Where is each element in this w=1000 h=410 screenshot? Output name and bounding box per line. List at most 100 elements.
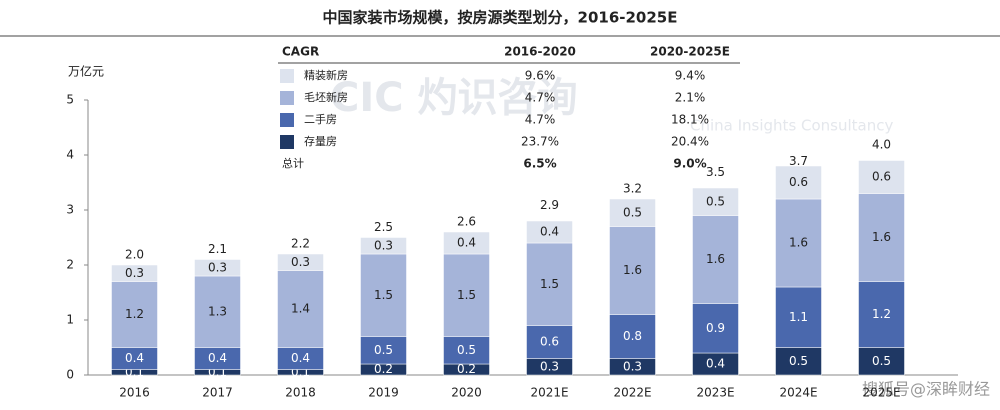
segment-label: 0.5 bbox=[872, 354, 891, 368]
bar-segment bbox=[360, 237, 407, 255]
bar-segment bbox=[775, 165, 822, 200]
total-label: 2.9 bbox=[540, 198, 559, 212]
bar-segment bbox=[609, 198, 656, 227]
bar-segment bbox=[360, 253, 407, 337]
table-cell: 4.7% bbox=[525, 113, 556, 127]
segment-label: 0.3 bbox=[125, 266, 144, 280]
segment-label: 0.3 bbox=[208, 260, 227, 274]
table-total: 9.0% bbox=[673, 157, 706, 171]
segment-label: 0.4 bbox=[291, 351, 310, 365]
legend-label: 毛坯新房 bbox=[304, 90, 348, 104]
segment-label: 1.5 bbox=[540, 277, 559, 291]
bar-segment bbox=[775, 198, 822, 288]
segment-label: 0.6 bbox=[540, 335, 559, 349]
segment-label: 0.4 bbox=[125, 351, 144, 365]
segment-label: 0.5 bbox=[374, 343, 393, 357]
bar-segment bbox=[692, 303, 739, 354]
legend-label: 精装新房 bbox=[304, 68, 348, 82]
segment-label: 1.6 bbox=[789, 236, 808, 250]
segment-label: 0.5 bbox=[706, 194, 725, 208]
x-tick-label: 2020 bbox=[451, 386, 482, 400]
bar-segment bbox=[858, 347, 905, 376]
segment-label: 0.5 bbox=[789, 354, 808, 368]
x-tick-label: 2018 bbox=[285, 386, 316, 400]
bar-segment bbox=[609, 314, 656, 359]
segment-label: 0.4 bbox=[457, 236, 476, 250]
legend-swatch bbox=[280, 91, 294, 105]
total-label: 3.5 bbox=[706, 165, 725, 179]
total-label: 4.0 bbox=[872, 138, 891, 152]
table-header: 2016-2020 bbox=[504, 45, 576, 59]
segment-label: 0.9 bbox=[706, 321, 725, 335]
table-header: CAGR bbox=[282, 45, 319, 59]
x-tick-label: 2019 bbox=[368, 386, 399, 400]
x-tick-label: 2024E bbox=[779, 386, 817, 400]
table-cell: 9.4% bbox=[675, 69, 706, 83]
legend-swatch bbox=[280, 135, 294, 149]
watermark: CIC 灼识咨询 bbox=[330, 75, 578, 121]
segment-label: 0.3 bbox=[374, 238, 393, 252]
table-cell: 4.7% bbox=[525, 91, 556, 105]
segment-label: 1.5 bbox=[374, 288, 393, 302]
bar-segment bbox=[443, 253, 490, 337]
segment-label: 1.6 bbox=[872, 230, 891, 244]
segment-label: 1.6 bbox=[706, 252, 725, 266]
segment-label: 1.2 bbox=[125, 307, 144, 321]
segment-label: 0.5 bbox=[457, 343, 476, 357]
bar-segment bbox=[858, 281, 905, 348]
total-label: 2.5 bbox=[374, 220, 393, 234]
segment-label: 0.2 bbox=[457, 362, 476, 376]
bar-segment bbox=[277, 253, 324, 271]
table-cell: 18.1% bbox=[671, 113, 709, 127]
legend-swatch bbox=[280, 113, 294, 127]
bar-segment bbox=[360, 336, 407, 365]
x-tick-label: 2017 bbox=[202, 386, 233, 400]
legend-label: 存量房 bbox=[304, 134, 337, 148]
bar-segment bbox=[526, 220, 573, 244]
segment-label: 1.2 bbox=[872, 307, 891, 321]
table-total: 6.5% bbox=[523, 157, 556, 171]
bar-segment bbox=[692, 215, 739, 304]
segment-label: 1.3 bbox=[208, 304, 227, 318]
y-unit: 万亿元 bbox=[68, 64, 104, 79]
x-tick-label: 2021E bbox=[530, 386, 568, 400]
total-label: 2.1 bbox=[208, 242, 227, 256]
y-tick-label: 1 bbox=[66, 313, 74, 327]
segment-label: 0.3 bbox=[623, 359, 642, 373]
table-header: 2020-2025E bbox=[650, 45, 730, 59]
bar-segment bbox=[526, 242, 573, 326]
segment-label: 0.5 bbox=[623, 205, 642, 219]
total-label: 2.2 bbox=[291, 237, 310, 251]
segment-label: 0.2 bbox=[374, 362, 393, 376]
segment-label: 0.4 bbox=[208, 351, 227, 365]
bar-segment bbox=[443, 231, 490, 255]
total-label: 2.6 bbox=[457, 215, 476, 229]
total-label: 3.2 bbox=[623, 182, 642, 196]
segment-label: 0.4 bbox=[706, 357, 725, 371]
bar-segment bbox=[858, 193, 905, 282]
y-tick-label: 4 bbox=[66, 148, 74, 162]
total-label: 2.0 bbox=[125, 248, 144, 262]
bar-segment bbox=[526, 325, 573, 359]
table-cell: 20.4% bbox=[671, 135, 709, 149]
bar-segment bbox=[111, 281, 158, 348]
bar-segment bbox=[277, 270, 324, 348]
bar-segment bbox=[194, 275, 241, 348]
segment-label: 0.8 bbox=[623, 329, 642, 343]
y-tick-label: 0 bbox=[66, 368, 74, 382]
segment-label: 1.6 bbox=[623, 263, 642, 277]
legend-swatch bbox=[280, 69, 294, 83]
segment-label: 1.5 bbox=[457, 288, 476, 302]
chart-title: 中国家装市场规模，按房源类型划分，2016-2025E bbox=[323, 9, 678, 27]
segment-label: 0.3 bbox=[540, 359, 559, 373]
total-label: 3.7 bbox=[789, 154, 808, 168]
bar-segment bbox=[775, 347, 822, 376]
x-tick-label: 2025E bbox=[862, 386, 900, 400]
table-total-label: 总计 bbox=[282, 156, 304, 170]
y-tick-label: 5 bbox=[66, 93, 74, 107]
x-tick-label: 2016 bbox=[119, 386, 150, 400]
bar-segment bbox=[775, 286, 822, 348]
source-mark: 搜狐号@深眸财经 bbox=[862, 380, 990, 399]
table-cell: 23.7% bbox=[521, 135, 559, 149]
